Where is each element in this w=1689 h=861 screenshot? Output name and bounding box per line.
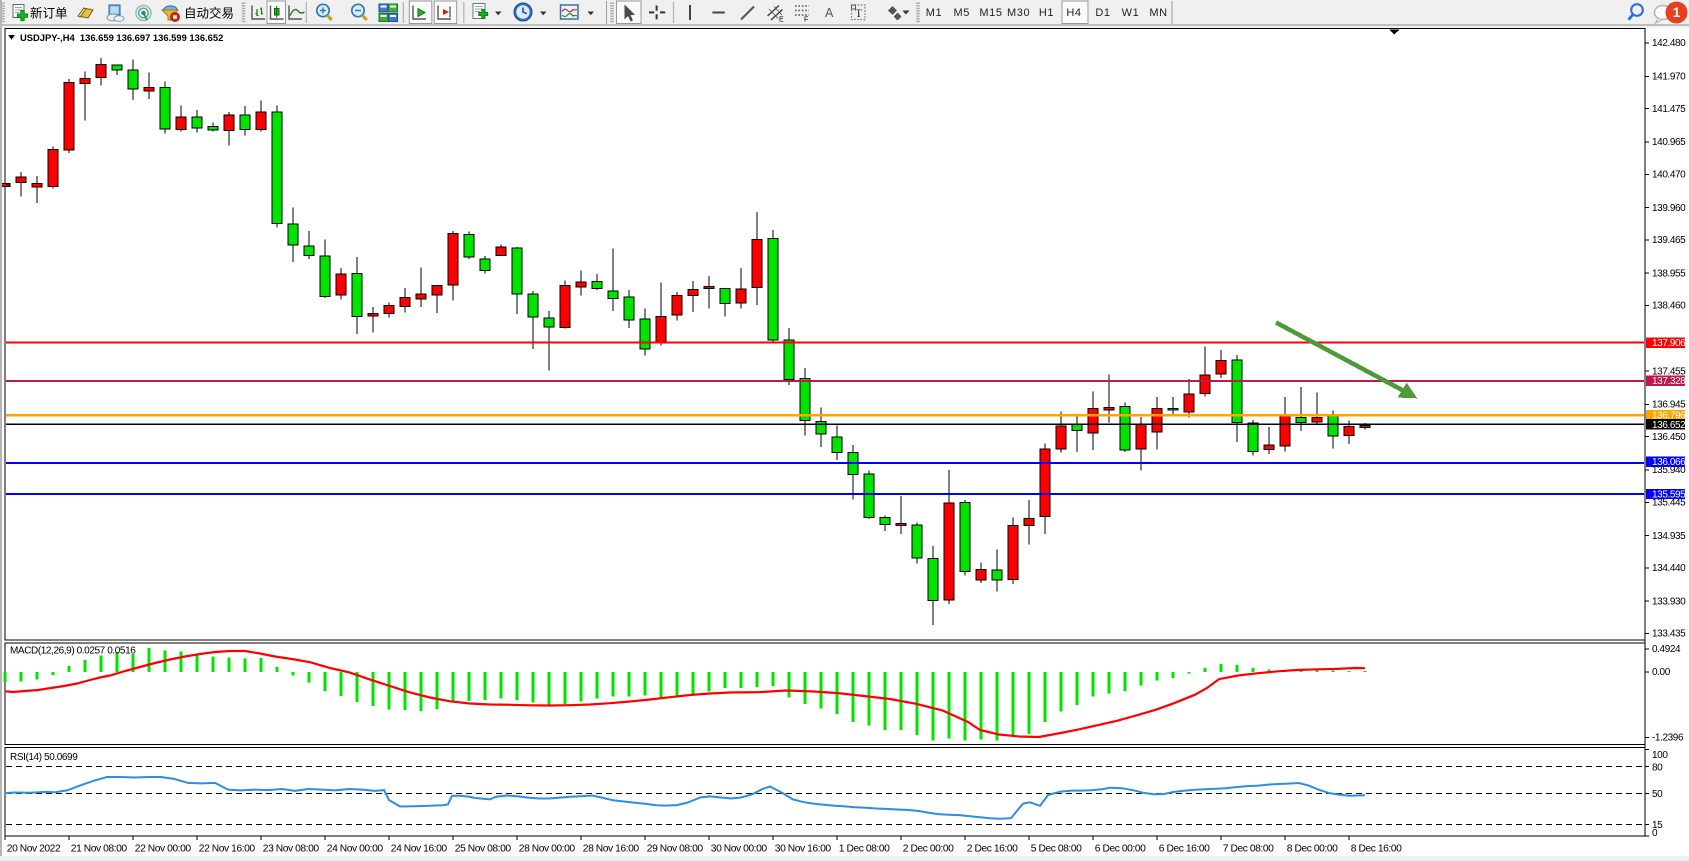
svg-text:M5: M5 <box>953 7 969 19</box>
svg-text:100: 100 <box>1652 750 1668 761</box>
svg-text:141.475: 141.475 <box>1652 104 1686 115</box>
svg-text:新订单: 新订单 <box>30 6 68 21</box>
svg-text:30 Nov 16:00: 30 Nov 16:00 <box>775 844 832 855</box>
svg-text:15: 15 <box>1652 820 1663 831</box>
svg-text:W1: W1 <box>1122 7 1140 19</box>
svg-text:139.465: 139.465 <box>1652 235 1686 246</box>
svg-text:2 Dec 00:00: 2 Dec 00:00 <box>903 844 954 855</box>
svg-text:1: 1 <box>1673 5 1681 20</box>
svg-text:140.470: 140.470 <box>1652 170 1686 181</box>
svg-text:140.965: 140.965 <box>1652 137 1686 148</box>
svg-text:5 Dec 08:00: 5 Dec 08:00 <box>1031 844 1082 855</box>
svg-text:自动交易: 自动交易 <box>184 6 234 21</box>
svg-text:29 Nov 08:00: 29 Nov 08:00 <box>647 844 704 855</box>
svg-text:8 Dec 00:00: 8 Dec 00:00 <box>1287 844 1338 855</box>
svg-text:8 Dec 16:00: 8 Dec 16:00 <box>1351 844 1402 855</box>
svg-text:24 Nov 16:00: 24 Nov 16:00 <box>391 844 448 855</box>
svg-text:141.970: 141.970 <box>1652 72 1686 83</box>
svg-text:M30: M30 <box>1007 7 1030 19</box>
svg-text:23 Nov 08:00: 23 Nov 08:00 <box>263 844 320 855</box>
svg-text:137.906: 137.906 <box>1652 338 1686 349</box>
svg-text:M1: M1 <box>926 7 942 19</box>
svg-text:2 Dec 16:00: 2 Dec 16:00 <box>967 844 1018 855</box>
svg-text:-1.2396: -1.2396 <box>1652 733 1684 744</box>
svg-text:137.328: 137.328 <box>1652 376 1686 387</box>
svg-text:135.445: 135.445 <box>1652 498 1686 509</box>
svg-text:1 Dec 08:00: 1 Dec 08:00 <box>839 844 890 855</box>
svg-text:E: E <box>779 17 784 24</box>
svg-text:MACD(12,26,9) 0.0257 0.0516: MACD(12,26,9) 0.0257 0.0516 <box>10 646 136 657</box>
svg-text:22 Nov 16:00: 22 Nov 16:00 <box>199 844 256 855</box>
svg-text:7 Dec 08:00: 7 Dec 08:00 <box>1223 844 1274 855</box>
svg-text:0.00: 0.00 <box>1652 667 1671 678</box>
svg-text:24 Nov 00:00: 24 Nov 00:00 <box>327 844 384 855</box>
svg-text:137.455: 137.455 <box>1652 366 1686 377</box>
svg-text:H4: H4 <box>1066 7 1081 19</box>
svg-text:USDJPY-,H4 136.659 136.697 13: USDJPY-,H4 136.659 136.697 136.599 136.6… <box>20 32 223 43</box>
svg-text:RSI(14) 50.0699: RSI(14) 50.0699 <box>10 752 78 763</box>
svg-text:28 Nov 00:00: 28 Nov 00:00 <box>519 844 576 855</box>
svg-text:D1: D1 <box>1095 7 1110 19</box>
svg-text:50: 50 <box>1652 789 1663 800</box>
svg-text:142.480: 142.480 <box>1652 38 1686 49</box>
svg-text:135.595: 135.595 <box>1652 489 1686 500</box>
svg-text:M15: M15 <box>979 7 1002 19</box>
svg-text:134.440: 134.440 <box>1652 563 1686 574</box>
svg-text:134.935: 134.935 <box>1652 531 1686 542</box>
svg-text:136.450: 136.450 <box>1652 432 1686 443</box>
svg-text:T: T <box>855 6 863 20</box>
svg-text:6 Dec 00:00: 6 Dec 00:00 <box>1095 844 1146 855</box>
svg-text:21 Nov 08:00: 21 Nov 08:00 <box>71 844 128 855</box>
svg-text:28 Nov 16:00: 28 Nov 16:00 <box>583 844 640 855</box>
svg-text:F: F <box>804 17 808 24</box>
svg-text:135.940: 135.940 <box>1652 465 1686 476</box>
svg-text:139.960: 139.960 <box>1652 203 1686 214</box>
svg-text:0: 0 <box>1652 828 1658 839</box>
svg-text:133.930: 133.930 <box>1652 596 1686 607</box>
svg-text:138.955: 138.955 <box>1652 268 1686 279</box>
svg-text:22 Nov 00:00: 22 Nov 00:00 <box>135 844 192 855</box>
svg-text:80: 80 <box>1652 762 1663 773</box>
svg-text:A: A <box>825 6 834 20</box>
svg-text:0.4924: 0.4924 <box>1652 644 1681 655</box>
svg-text:133.435: 133.435 <box>1652 629 1686 640</box>
svg-text:136.796: 136.796 <box>1652 411 1686 422</box>
svg-text:MN: MN <box>1149 7 1167 19</box>
svg-text:30 Nov 00:00: 30 Nov 00:00 <box>711 844 768 855</box>
svg-text:20 Nov 2022: 20 Nov 2022 <box>7 844 61 855</box>
svg-text:H1: H1 <box>1039 7 1054 19</box>
svg-text:6 Dec 16:00: 6 Dec 16:00 <box>1159 844 1210 855</box>
svg-text:136.652: 136.652 <box>1652 420 1686 431</box>
svg-text:25 Nov 08:00: 25 Nov 08:00 <box>455 844 512 855</box>
svg-text:136.945: 136.945 <box>1652 400 1686 411</box>
svg-text:138.460: 138.460 <box>1652 301 1686 312</box>
svg-text:136.066: 136.066 <box>1652 457 1686 468</box>
